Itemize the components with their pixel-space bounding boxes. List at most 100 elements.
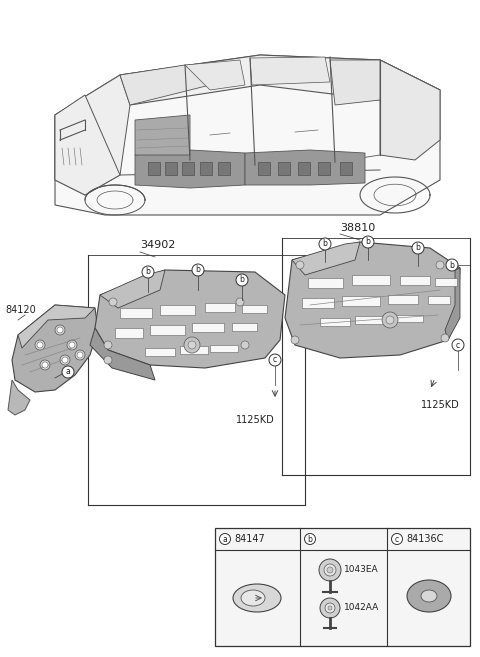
Polygon shape — [285, 242, 460, 358]
Circle shape — [75, 350, 85, 360]
Polygon shape — [135, 115, 190, 155]
Circle shape — [184, 337, 200, 353]
Polygon shape — [100, 270, 165, 308]
Text: 1125KD: 1125KD — [420, 400, 459, 410]
Polygon shape — [192, 323, 224, 332]
Circle shape — [446, 259, 458, 271]
Circle shape — [40, 360, 50, 370]
Polygon shape — [182, 162, 194, 175]
Circle shape — [382, 312, 398, 328]
Polygon shape — [120, 55, 440, 105]
Ellipse shape — [241, 590, 265, 606]
Circle shape — [236, 298, 244, 306]
Polygon shape — [302, 298, 334, 308]
Circle shape — [296, 261, 304, 269]
Circle shape — [328, 606, 332, 610]
Polygon shape — [145, 348, 175, 356]
Circle shape — [324, 564, 336, 576]
Polygon shape — [218, 162, 230, 175]
Circle shape — [62, 357, 68, 363]
Text: 84147: 84147 — [234, 534, 265, 544]
Polygon shape — [342, 296, 380, 306]
Text: c: c — [273, 355, 277, 365]
Polygon shape — [210, 345, 238, 352]
Circle shape — [269, 354, 281, 366]
Circle shape — [62, 366, 74, 378]
Circle shape — [104, 341, 112, 349]
Polygon shape — [55, 95, 120, 195]
Text: b: b — [145, 267, 150, 277]
Circle shape — [441, 334, 449, 342]
Polygon shape — [200, 162, 212, 175]
Polygon shape — [245, 150, 365, 185]
Circle shape — [236, 274, 248, 286]
Circle shape — [55, 325, 65, 335]
Text: b: b — [323, 240, 327, 248]
Polygon shape — [135, 150, 245, 188]
Polygon shape — [242, 305, 267, 313]
Text: 1125KD: 1125KD — [236, 415, 275, 425]
Circle shape — [109, 298, 117, 306]
Circle shape — [57, 327, 63, 333]
Circle shape — [327, 567, 333, 573]
Text: b: b — [450, 260, 455, 269]
Polygon shape — [160, 305, 195, 315]
Circle shape — [192, 264, 204, 276]
Text: c: c — [456, 340, 460, 350]
Polygon shape — [55, 55, 440, 215]
Polygon shape — [120, 65, 210, 105]
Polygon shape — [148, 162, 160, 175]
Polygon shape — [205, 303, 235, 312]
Circle shape — [67, 340, 77, 350]
Text: b: b — [240, 275, 244, 284]
Circle shape — [60, 355, 70, 365]
Polygon shape — [120, 308, 152, 318]
Circle shape — [319, 238, 331, 250]
Polygon shape — [250, 57, 330, 85]
Circle shape — [37, 342, 43, 348]
Circle shape — [436, 261, 444, 269]
Text: 84136C: 84136C — [406, 534, 444, 544]
Text: b: b — [308, 535, 312, 543]
Polygon shape — [298, 162, 310, 175]
Text: b: b — [195, 265, 201, 275]
Ellipse shape — [421, 590, 437, 602]
Text: a: a — [66, 367, 71, 376]
Polygon shape — [330, 60, 380, 105]
Circle shape — [319, 559, 341, 581]
Circle shape — [386, 316, 394, 324]
Polygon shape — [308, 278, 343, 288]
Polygon shape — [232, 323, 257, 331]
Ellipse shape — [407, 580, 451, 612]
Text: 38810: 38810 — [340, 223, 375, 233]
Polygon shape — [395, 315, 423, 322]
Text: 1043EA: 1043EA — [344, 566, 379, 574]
Circle shape — [412, 242, 424, 254]
Circle shape — [69, 342, 75, 348]
Circle shape — [188, 341, 196, 349]
Polygon shape — [185, 60, 245, 90]
Polygon shape — [165, 162, 177, 175]
Circle shape — [291, 336, 299, 344]
Text: 34902: 34902 — [140, 240, 175, 250]
FancyBboxPatch shape — [215, 528, 470, 646]
Circle shape — [77, 352, 83, 358]
Polygon shape — [12, 305, 98, 392]
Circle shape — [320, 598, 340, 618]
Polygon shape — [180, 346, 208, 354]
Circle shape — [219, 533, 230, 545]
Circle shape — [104, 356, 112, 364]
Polygon shape — [258, 162, 270, 175]
Circle shape — [35, 340, 45, 350]
Polygon shape — [278, 162, 290, 175]
Circle shape — [241, 341, 249, 349]
Polygon shape — [340, 162, 352, 175]
Circle shape — [325, 603, 335, 613]
Polygon shape — [318, 162, 330, 175]
Ellipse shape — [233, 584, 281, 612]
Circle shape — [452, 339, 464, 351]
Polygon shape — [445, 268, 460, 340]
Polygon shape — [428, 296, 450, 304]
Text: c: c — [395, 535, 399, 543]
Polygon shape — [115, 328, 143, 338]
